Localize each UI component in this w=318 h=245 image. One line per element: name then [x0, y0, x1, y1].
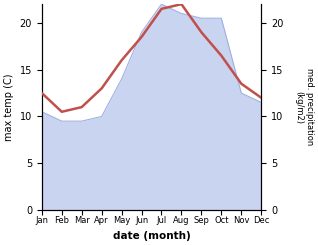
- Y-axis label: med. precipitation
(kg/m2): med. precipitation (kg/m2): [294, 68, 314, 146]
- X-axis label: date (month): date (month): [113, 231, 190, 241]
- Y-axis label: max temp (C): max temp (C): [4, 73, 14, 141]
